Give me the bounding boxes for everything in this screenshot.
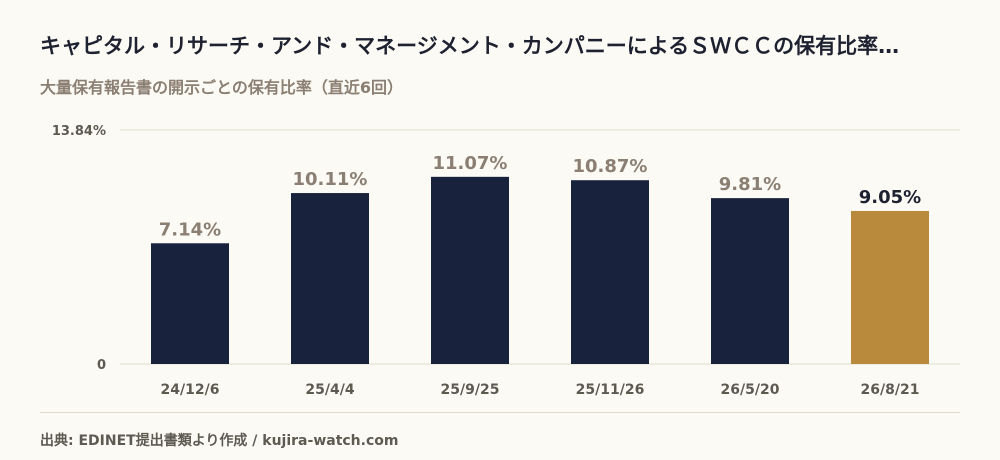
bar [711, 198, 789, 364]
bar [151, 243, 229, 364]
source-note: 出典: EDINET提出書類より作成 / kujira-watch.com [40, 433, 399, 449]
bar-value-label: 10.11% [293, 169, 368, 190]
bar [291, 193, 369, 364]
y-tick-max: 13.84% [52, 124, 106, 139]
bar-value-label: 11.07% [433, 153, 508, 174]
footer-divider [40, 412, 960, 413]
x-tick-label: 24/12/6 [161, 382, 220, 398]
x-tick-label: 25/11/26 [576, 382, 645, 398]
bar-value-label: 9.81% [719, 174, 781, 195]
bar-value-label: 7.14% [159, 219, 221, 240]
bar [571, 180, 649, 364]
y-tick-zero: 0 [97, 358, 106, 373]
x-tick-label: 25/9/25 [441, 382, 500, 398]
chart-subtitle: 大量保有報告書の開示ごとの保有比率（直近6回） [40, 78, 403, 97]
x-tick-label: 26/5/20 [721, 382, 780, 398]
bar-value-label: 9.05% [859, 187, 921, 208]
x-tick-label: 25/4/4 [305, 382, 354, 398]
bar-highlight [851, 210, 929, 364]
x-tick-label: 26/8/21 [861, 382, 920, 398]
bar [431, 176, 509, 364]
chart-title: キャピタル・リサーチ・アンド・マネージメント・カンパニーによるＳＷＣＣの保有比率… [40, 34, 900, 58]
bar-value-label: 10.87% [573, 156, 648, 177]
